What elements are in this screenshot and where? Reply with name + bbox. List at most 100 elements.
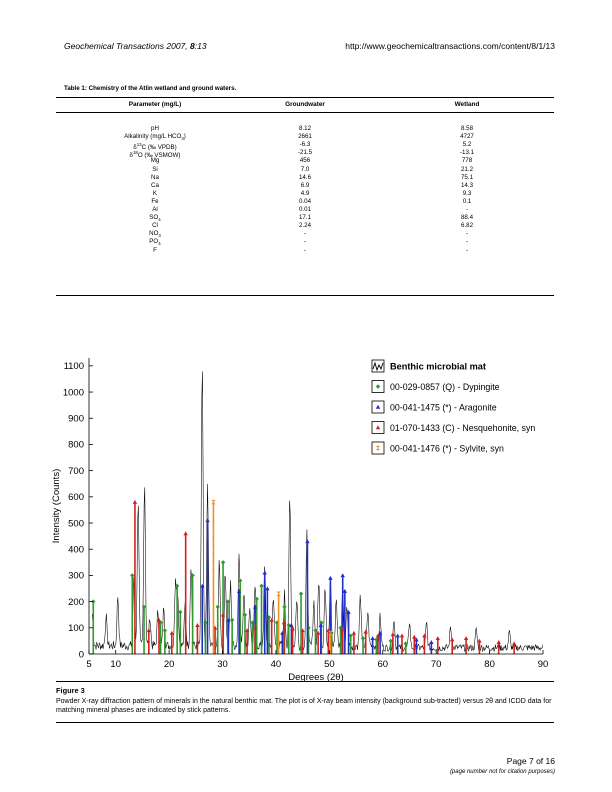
table-cell-groundwater: 0.04 [230, 198, 380, 206]
table-cell-parameter: Ca [80, 182, 230, 190]
journal-year: 2007, [166, 41, 188, 51]
x-tick-label: 30 [217, 659, 228, 670]
table-cell-wetland: - [392, 247, 542, 255]
stick-marker [91, 599, 96, 604]
y-tick-label: 1000 [63, 387, 84, 398]
table-cell-wetland: - [392, 230, 542, 238]
table-cell-wetland-text: - [465, 238, 469, 246]
stick-marker [395, 633, 400, 638]
stick-marker [328, 630, 333, 636]
table-cell-parameter-text: K [152, 189, 158, 197]
table-cell-wetland: 8.58 [392, 125, 542, 133]
stick-marker [496, 640, 501, 644]
table-cell-parameter: NO3 [80, 230, 230, 240]
table-cell-parameter-text: Cl [152, 222, 158, 230]
y-tick-label: 200 [68, 597, 84, 608]
x-tick-label: 70 [431, 659, 442, 670]
stick-marker [195, 622, 200, 627]
table-cell-wetland: -13.1 [392, 149, 542, 157]
table-caption: Table 1: Chemistry of the Atlin wetland … [64, 85, 237, 92]
table-cell-parameter: Al [80, 206, 230, 214]
table-cell-groundwater: -6.3 [230, 141, 380, 149]
table-cell-groundwater-text: 0.04 [298, 197, 312, 205]
legend-label: 00-041-1476 (*) - Sylvite, syn [390, 444, 504, 454]
stick-marker [141, 604, 147, 610]
parameter-suffix: C (‰ VPDB) [141, 144, 177, 152]
formula-subscript: 4 [158, 217, 161, 223]
stick-marker [377, 630, 383, 635]
stick-marker [351, 630, 357, 635]
journal-volume: 8 [190, 41, 195, 51]
table-cell-groundwater-text: 6.9 [300, 181, 310, 189]
stick-marker [226, 617, 231, 622]
stick-marker [429, 640, 434, 644]
stick-marker [269, 617, 274, 622]
table-cell-groundwater: - [230, 247, 380, 255]
stick-marker [162, 628, 168, 633]
table-header-rule [56, 112, 554, 113]
stick-marker [146, 628, 152, 633]
y-tick-label: 300 [68, 571, 84, 582]
x-tick-label: 40 [271, 659, 282, 670]
stick-marker [211, 499, 216, 505]
table-cell-groundwater: 7.0 [230, 166, 380, 174]
stick-marker [252, 604, 258, 609]
table-cell-wetland-text: 6.82 [460, 222, 474, 230]
stick-marker [220, 560, 226, 565]
stick-marker [205, 518, 210, 523]
table-cell-parameter-text: PO [149, 238, 159, 246]
stick-marker [390, 632, 396, 637]
stick-marker [463, 636, 469, 641]
stick-marker [342, 588, 348, 593]
table-top-rule [56, 97, 554, 98]
table-cell-parameter-text: Si [152, 165, 158, 173]
table-cell-parameter-text: pH [151, 125, 159, 132]
table-cell-wetland-text: 8.58 [460, 125, 474, 132]
legend-label: 01-070-1433 (C) - Nesquehonite, syn [390, 423, 535, 433]
journal-name: Geochemical Transactions [64, 41, 164, 51]
table-cell-wetland: 14.3 [392, 182, 542, 190]
stick-marker [132, 499, 138, 504]
table-cell-parameter: Mg [80, 157, 230, 165]
y-tick-label: 800 [68, 440, 84, 451]
table-cell-groundwater: - [230, 230, 380, 238]
stick-marker [220, 612, 226, 617]
table-cell-groundwater: 17.1 [230, 214, 380, 222]
stick-marker [346, 609, 351, 614]
journal-issue: :13 [194, 41, 207, 51]
stick-marker [254, 596, 259, 602]
figure-caption: Powder X-ray diffraction pattern of mine… [56, 698, 552, 715]
table-cell-groundwater: 456 [230, 157, 380, 165]
stick-series-3 [132, 499, 517, 654]
y-tick-label: 700 [68, 466, 84, 477]
table-cell-parameter: Na [80, 174, 230, 182]
journal-url[interactable]: http://www.geochemicaltransactions.com/c… [345, 41, 555, 51]
x-tick-label: 50 [324, 659, 335, 670]
table-cell-parameter-text: Fe [151, 197, 159, 205]
table-cell-wetland: - [392, 238, 542, 246]
table-cell-groundwater-text: 4.9 [300, 189, 310, 197]
stick-marker [281, 620, 287, 625]
table-cell-parameter-text: Alkalinity (mg/L HCO [124, 133, 182, 141]
x-axis-label: Degrees (2θ) [288, 672, 343, 683]
stick-marker [229, 617, 235, 623]
legend-label: Benthic microbial mat [390, 362, 486, 372]
stick-marker [244, 628, 250, 633]
table-cell-parameter-text: F [153, 246, 157, 254]
table-cell-groundwater: 8.12 [230, 125, 380, 133]
stick-marker [348, 633, 353, 638]
legend-label: 00-029-0857 (Q) - Dypingite [390, 382, 500, 392]
stick-marker [370, 636, 375, 641]
table-cell-wetland-text: 4727 [460, 133, 474, 141]
legend-marker-icon [375, 425, 381, 430]
isotope-superscript: 18 [132, 150, 138, 156]
table-cell-wetland: 88.4 [392, 214, 542, 222]
table-cell-parameter: PO4 [80, 238, 230, 248]
table-cell-wetland: 0.1 [392, 198, 542, 206]
table-header-groundwater: Groundwater [285, 101, 325, 108]
table-cell-parameter-text: δ [133, 144, 137, 152]
parameter-suffix: ) [183, 133, 186, 141]
table-bottom-rule [56, 295, 554, 296]
table-header-wetland: Wetland [454, 101, 480, 108]
table-cell-wetland: 6.82 [392, 222, 542, 230]
